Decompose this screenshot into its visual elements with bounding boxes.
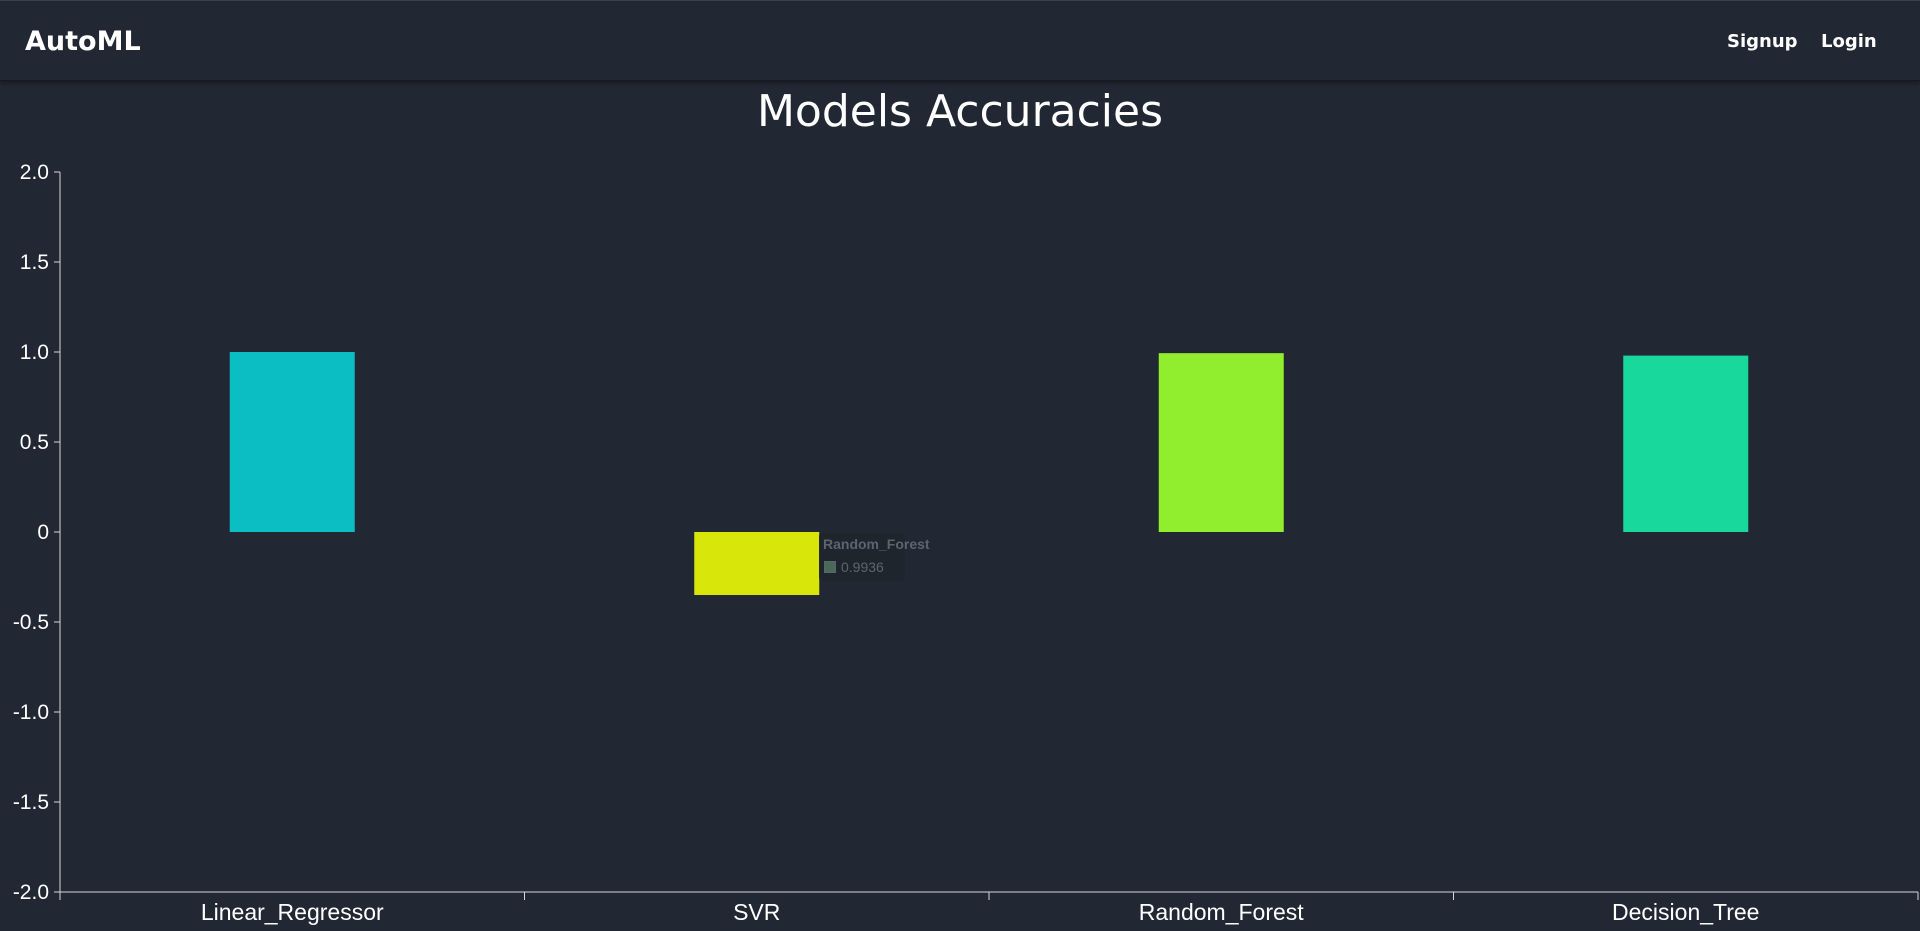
x-tick-label: SVR [733,899,780,925]
navbar: AutoML Signup Login [0,0,1920,81]
x-axis: Linear_Regressor SVR Random_Forest Decision… [59,891,1919,925]
bar-linear-regressor[interactable] [229,352,355,532]
y-tick-label: 1.5 [20,251,49,274]
y-tick-label: 0 [37,521,49,544]
y-tick-label: 0.5 [20,431,49,454]
y-tick-label: -0.5 [13,611,49,634]
login-link[interactable]: Login [1821,31,1877,52]
bar-random-forest[interactable] [1158,353,1284,532]
bar-decision-tree[interactable] [1623,355,1749,532]
signup-link[interactable]: Signup [1727,31,1798,52]
bars-group [229,352,1749,595]
x-tick-label: Linear_Regressor [201,899,384,925]
y-tick-label: -2.0 [13,881,49,904]
x-tick-label: Random_Forest [1139,899,1305,925]
x-tick-label: Decision_Tree [1612,899,1759,925]
chart-title: Models Accuracies [756,86,1164,137]
y-tick-label: -1.0 [13,701,49,724]
y-tick-label: -1.5 [13,791,49,814]
y-axis: 2.0 1.5 1.0 0.5 0 -0.5 -1.0 -1.5 -2.0 [13,161,61,904]
y-tick-label: 2.0 [20,161,49,184]
bar-svr[interactable] [694,532,820,595]
y-tick-label: 1.0 [20,341,49,364]
brand-logo[interactable]: AutoML [25,26,141,57]
